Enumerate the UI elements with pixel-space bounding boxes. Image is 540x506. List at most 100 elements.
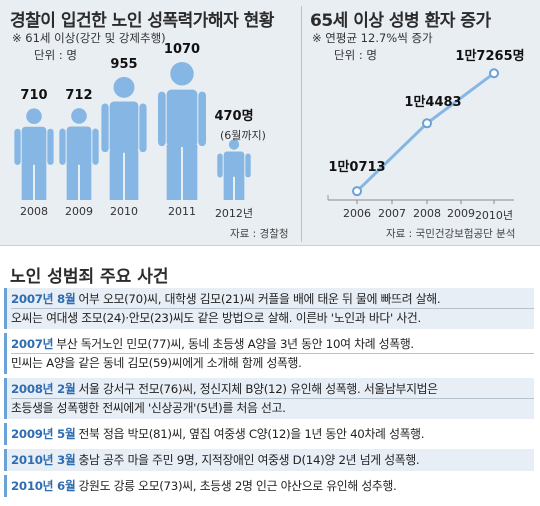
event-row: 2009년 5월 전북 정읍 박모(81)씨, 옆집 여중생 C양(12)을 1년…: [4, 423, 534, 445]
event-line: 2010년 3월 충남 공주 마을 주민 9명, 지적장애인 여중생 D(14)양…: [11, 451, 534, 469]
figure-head: [71, 108, 87, 124]
x-tick-label: 2011: [168, 205, 196, 218]
event-text: 어부 오모(70)씨, 대학생 김모(21)씨 커플을 배에 태운 뒤 물에 빠…: [78, 292, 441, 306]
event-text: 강원도 강릉 오모(73)씨, 초등생 2명 인근 야산으로 유인해 성추행.: [78, 479, 397, 493]
figure-leg: [125, 150, 139, 200]
panel-divider: [301, 6, 302, 242]
bar-value-label: 1070: [163, 42, 201, 57]
figure-leg: [183, 145, 198, 200]
event-text: 부산 독거노인 민모(77)씨, 동네 초등생 A양을 3년 동안 10여 차례…: [56, 337, 414, 351]
event-text: 초등생을 성폭행한 전씨에게 '신상공개'(5년)를 처음 선고.: [11, 401, 286, 415]
event-date: 2008년 2월: [11, 382, 76, 396]
figure-arm: [245, 153, 251, 178]
event-date: 2007년 8월: [11, 292, 76, 306]
event-line: 2009년 5월 전북 정읍 박모(81)씨, 옆집 여중생 C양(12)을 1년…: [11, 425, 534, 443]
bar-value-label: 955: [110, 56, 138, 72]
figure-torso: [21, 126, 47, 165]
events-list: 2007년 8월 어부 오모(70)씨, 대학생 김모(21)씨 커플을 배에 태…: [4, 288, 534, 501]
bar-value-label: 470명: [214, 109, 254, 124]
left-chart-source: 자료 : 경찰청: [230, 228, 289, 240]
event-text: 오씨는 여대생 조모(24)·안모(23)씨도 같은 방법으로 살해. 이른바 …: [11, 311, 421, 325]
left-chart-note: ※ 61세 이상(강간 및 강제추행): [12, 31, 166, 45]
figure-leg: [166, 145, 181, 200]
event-line: 2010년 6월 강원도 강릉 오모(73)씨, 초등생 2명 인근 야산으로 유…: [11, 477, 534, 495]
right-chart-source: 자료 : 국민건강보험공단 분석: [386, 228, 516, 240]
point-value-label: 1만0713: [328, 160, 386, 176]
right-chart-unit: 단위 : 명: [334, 48, 377, 62]
figure-head: [26, 108, 42, 124]
point-value-label: 1만4483: [404, 95, 462, 111]
figure-arm: [47, 128, 54, 165]
bar-figure: [14, 108, 54, 200]
event-row: 2007년 부산 독거노인 민모(77)씨, 동네 초등생 A양을 3년 동안 1…: [4, 333, 534, 374]
event-date: 2010년 6월: [11, 479, 76, 493]
event-line: 초등생을 성폭행한 전씨에게 '신상공개'(5년)를 처음 선고.: [11, 399, 534, 417]
x-tick-label: 2008: [20, 205, 48, 218]
bar-figure: [59, 108, 99, 200]
event-date: 2010년 3월: [11, 453, 76, 467]
event-row: 2010년 3월 충남 공주 마을 주민 9명, 지적장애인 여중생 D(14)양…: [4, 449, 534, 471]
figure-leg: [109, 150, 123, 200]
figure-arm: [139, 103, 147, 153]
event-text: 충남 공주 마을 주민 9명, 지적장애인 여중생 D(14)양 2년 넘게 성…: [78, 453, 420, 467]
x-tick-label: 2009: [65, 205, 93, 218]
event-line: 민씨는 A양을 같은 동네 김모(59)씨에게 소개해 함께 성폭행.: [11, 354, 534, 372]
right-chart-title: 65세 이상 성병 환자 증가: [310, 11, 491, 31]
figure-leg: [21, 162, 33, 200]
x-tick-label: 2012년: [214, 207, 254, 220]
figure-arm: [59, 128, 66, 165]
event-row: 2008년 2월 서울 강서구 전모(76)씨, 정신지체 B양(12) 유인해 …: [4, 378, 534, 419]
event-date: 2009년 5월: [11, 427, 76, 441]
figure-arm: [158, 91, 166, 147]
event-line: 오씨는 여대생 조모(24)·안모(23)씨도 같은 방법으로 살해. 이른바 …: [11, 309, 534, 327]
figure-leg: [235, 174, 245, 200]
x-tick-label: 2010: [110, 205, 138, 218]
data-point: [422, 118, 432, 129]
x-tick-label: 2009: [447, 207, 475, 220]
figure-arm: [14, 128, 21, 165]
left-chart-unit: 단위 : 명: [34, 48, 77, 62]
figure-leg: [66, 162, 78, 200]
figure-head: [228, 139, 240, 150]
data-point: [352, 186, 362, 197]
right-chart-note: ※ 연평균 12.7%씩 증가: [312, 31, 433, 45]
point-value-label: 1만7265명: [455, 49, 525, 65]
figure-arm: [101, 103, 109, 153]
figure-head: [113, 76, 135, 98]
bar-chart: [14, 62, 251, 200]
event-line: 2008년 2월 서울 강서구 전모(76)씨, 정신지체 B양(12) 유인해 …: [11, 380, 534, 399]
x-tick-label: 2010년: [474, 209, 514, 222]
figure-arm: [92, 128, 99, 165]
x-tick-label: 2008: [413, 207, 441, 220]
event-row: 2007년 8월 어부 오모(70)씨, 대학생 김모(21)씨 커플을 배에 태…: [4, 288, 534, 329]
bar-figure: [158, 62, 206, 200]
x-tick-label: 2007: [378, 207, 406, 220]
events-title: 노인 성범죄 주요 사건: [10, 267, 169, 287]
figure-leg: [80, 162, 92, 200]
figure-head: [170, 62, 194, 86]
data-point: [489, 68, 499, 79]
bar-annotation: (6월까지): [220, 129, 266, 142]
left-chart-title: 경찰이 입건한 노인 성폭력가해자 현황: [10, 11, 274, 31]
figure-torso: [166, 89, 198, 148]
figure-torso: [223, 151, 245, 177]
figure-torso: [66, 126, 92, 165]
event-text: 서울 강서구 전모(76)씨, 정신지체 B양(12) 유인해 성폭행. 서울남…: [78, 382, 438, 396]
event-line: 2007년 8월 어부 오모(70)씨, 대학생 김모(21)씨 커플을 배에 태…: [11, 290, 534, 309]
figure-leg: [223, 174, 233, 200]
event-text: 전북 정읍 박모(81)씨, 옆집 여중생 C양(12)을 1년 동안 40차례…: [78, 427, 425, 441]
figure-arm: [198, 91, 206, 147]
bar-value-label: 710: [20, 88, 48, 104]
line-chart: [327, 68, 514, 204]
figure-leg: [35, 162, 47, 200]
figure-torso: [109, 101, 139, 153]
figure-arm: [217, 153, 223, 178]
bar-figure: [217, 139, 251, 200]
section-divider: [0, 245, 540, 246]
bar-value-label: 712: [65, 88, 93, 104]
bar-figure: [101, 76, 147, 200]
x-tick-label: 2006: [343, 207, 371, 220]
event-row: 2010년 6월 강원도 강릉 오모(73)씨, 초등생 2명 인근 야산으로 유…: [4, 475, 534, 497]
charts-panel: [0, 0, 540, 245]
event-date: 2007년: [11, 337, 54, 351]
